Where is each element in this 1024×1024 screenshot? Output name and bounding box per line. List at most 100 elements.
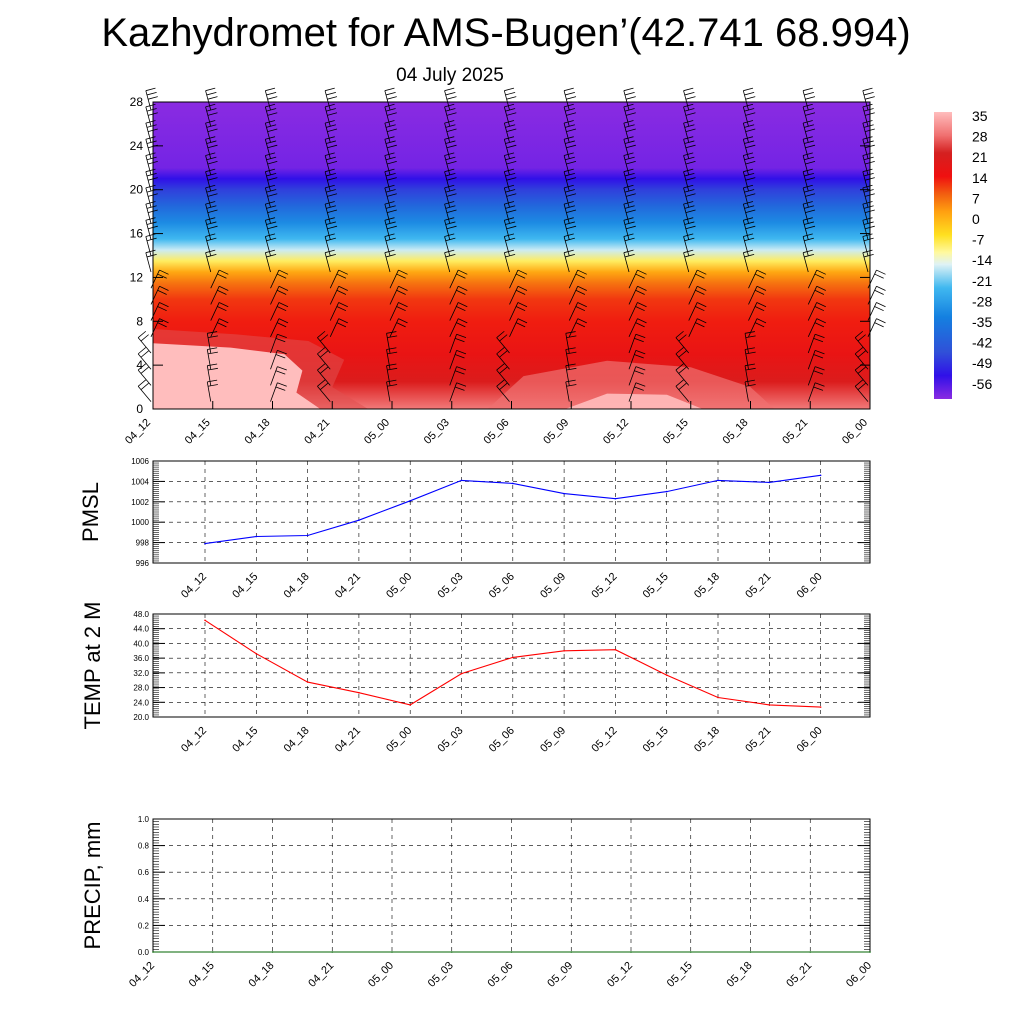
wind-barb-feather [802, 152, 813, 156]
wind-barb [150, 269, 169, 289]
wind-barb-feather [565, 124, 575, 128]
wind-barb-feather [504, 120, 515, 124]
wind-barb-feather [623, 184, 634, 189]
wind-barb-shaft [748, 286, 758, 305]
wind-barb-shaft [628, 286, 638, 305]
wind-barb-feather [684, 221, 695, 225]
wind-barb-shaft [205, 220, 212, 240]
wind-barb [744, 379, 756, 402]
wind-barb-feather [625, 96, 636, 100]
precip-data-point [450, 951, 453, 953]
wind-barb [565, 363, 577, 386]
wind-barb-feather [805, 144, 816, 149]
wind-barb-feather [267, 112, 278, 116]
wind-barb-shaft [384, 171, 391, 192]
wind-barb-shaft [386, 365, 391, 386]
wind-barb [324, 184, 338, 208]
wind-barb-feather [623, 168, 634, 173]
wind-barb [444, 168, 457, 192]
wind-barb-feather [683, 249, 694, 254]
wind-barb-feather [445, 140, 456, 144]
wind-barb-feather [744, 331, 755, 334]
wind-barb-feather [336, 289, 347, 295]
wind-barb [802, 233, 814, 256]
wind-barb [444, 249, 456, 273]
wind-barb-shaft [145, 139, 152, 159]
wind-barb-feather [386, 209, 397, 213]
wind-barb-feather [565, 221, 575, 225]
wind-barb-feather [387, 335, 398, 339]
precip-y-tick-label: 0.2 [138, 921, 150, 930]
wind-barb-shaft [384, 252, 391, 273]
wind-barb-feather [266, 124, 277, 128]
precip-data-point [331, 951, 334, 953]
wind-barb-feather [685, 209, 696, 213]
temp-y-tick-label: 20.0 [133, 713, 149, 722]
wind-barb [623, 201, 636, 224]
y-tick-label: 16 [130, 227, 144, 241]
wind-barb [563, 168, 577, 192]
wind-barb-shaft [145, 187, 152, 208]
wind-barb-feather [625, 177, 636, 181]
wind-barb-feather [266, 221, 277, 225]
wind-barb-feather [816, 318, 826, 324]
wind-barb-shaft [742, 203, 749, 224]
wind-barb [384, 152, 397, 175]
wind-barb-feather [566, 367, 577, 371]
wind-barb [205, 136, 218, 159]
wind-barb-feather [275, 370, 286, 375]
wind-barb [744, 331, 756, 354]
wind-barb-feather [445, 221, 456, 225]
wind-barb-shaft [137, 369, 152, 386]
wind-barb-shaft [563, 187, 570, 208]
precip-x-tick-label: 05_09 [545, 960, 575, 990]
wind-barb-feather [207, 225, 218, 230]
wind-barb-shaft [324, 106, 331, 127]
wind-barb-feather [624, 140, 635, 144]
wind-barb [503, 152, 517, 175]
wind-barb [210, 302, 229, 321]
wind-barb-feather [205, 120, 216, 124]
wind-barb-shaft [145, 122, 152, 143]
temp-x-tick-label: 05_06 [487, 725, 517, 755]
wind-barb [324, 120, 338, 143]
wind-barb-feather [384, 120, 395, 124]
wind-barb-feather [207, 209, 218, 213]
wind-barb-feather [219, 302, 229, 308]
wind-barb [145, 152, 158, 175]
wind-barb-feather [862, 217, 873, 221]
wind-barb-shaft [384, 236, 391, 256]
wind-barb [384, 233, 396, 256]
wind-barb-feather [445, 91, 456, 96]
wind-barb-feather [577, 285, 587, 291]
wind-barb-shaft [862, 139, 869, 159]
wind-barb-shaft [137, 386, 152, 402]
wind-barb [565, 347, 577, 370]
wind-barb [688, 285, 707, 305]
temp-x-tick-label: 04_15 [230, 725, 260, 755]
wind-barb-shaft [563, 252, 570, 273]
wind-barb-shaft [807, 302, 818, 321]
wind-barb-feather [398, 318, 408, 324]
wind-barb-feather [267, 161, 278, 165]
wind-barb-feather [745, 209, 756, 213]
wind-barb-feather [813, 370, 824, 375]
wind-barb-feather [857, 334, 866, 342]
wind-barb-feather [695, 273, 705, 279]
wind-barb [744, 347, 756, 370]
wind-barb-shaft [628, 350, 637, 370]
wind-barb-shaft [384, 203, 391, 224]
wind-barb-shaft [389, 286, 399, 305]
wind-barb-shaft [270, 366, 278, 386]
wind-barb-feather [754, 322, 765, 328]
wind-barb-shaft [563, 236, 570, 256]
wind-barb-feather [505, 91, 516, 96]
pmsl-data-point [306, 534, 309, 537]
wind-barb [503, 87, 517, 111]
wind-barb [807, 382, 825, 402]
wind-barb-feather [805, 177, 816, 181]
wind-barb-shaft [503, 106, 510, 127]
wind-barb [270, 269, 289, 289]
wind-barb-feather [146, 124, 157, 128]
wind-barb-feather [206, 189, 217, 193]
